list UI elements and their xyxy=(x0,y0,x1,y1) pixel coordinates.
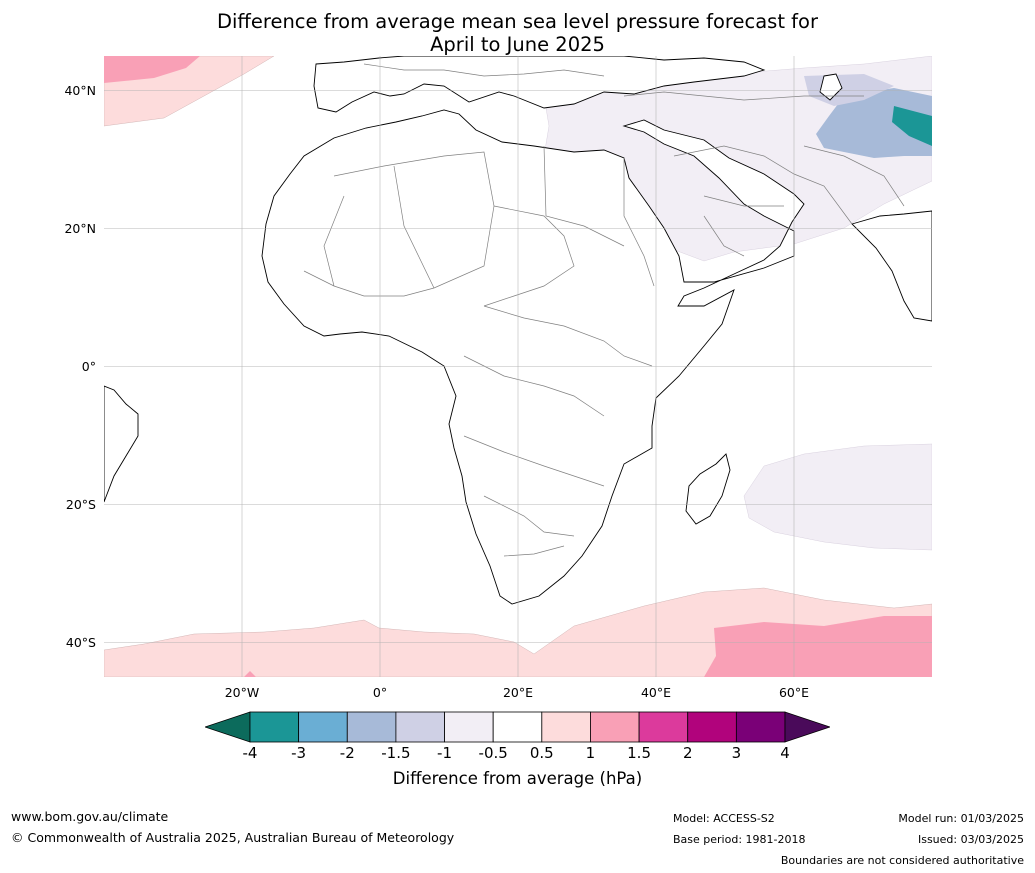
coastlines xyxy=(104,56,932,605)
anomaly-region-asia-teal xyxy=(892,106,932,146)
colorbar-cell xyxy=(298,711,348,743)
anomaly-region-south-strong xyxy=(704,616,932,677)
colorbar-cell xyxy=(249,711,300,743)
footer-website: www.bom.gov.au/climate xyxy=(11,809,169,824)
anomaly-region-south-dot xyxy=(244,671,256,677)
footer-issued: Issued: 03/03/2025 xyxy=(917,833,1024,846)
colorbar-tick-label: -1 xyxy=(437,744,453,762)
colorbar-tick-label: 0.5 xyxy=(529,744,554,762)
longitude-label: 60°E xyxy=(778,685,810,700)
footer-model: Model: ACCESS-S2 xyxy=(673,812,775,825)
colorbar-cell xyxy=(395,711,445,743)
pressure-anomaly-map xyxy=(104,56,932,677)
caspian-sea xyxy=(819,73,843,101)
colorbar-cell xyxy=(735,711,786,743)
colorbar-label: Difference from average (hPa) xyxy=(392,769,643,788)
longitude-label: 20°W xyxy=(224,685,260,700)
colorbar-cell xyxy=(638,711,689,743)
colorbar-cell xyxy=(687,711,737,743)
colorbar-tick-label: 1 xyxy=(585,744,596,762)
south-america-landmass xyxy=(104,385,139,503)
latitude-label: 20°N xyxy=(64,220,96,236)
colorbar-cell xyxy=(541,711,591,743)
colorbar-tick-label: -0.5 xyxy=(478,744,508,762)
anomaly-region-northwest-strong xyxy=(104,56,200,83)
footer-model-run: Model run: 01/03/2025 xyxy=(898,812,1024,825)
colorbar-tick-label: -4 xyxy=(242,744,258,762)
graticule xyxy=(104,56,932,677)
map-title-line2: April to June 2025 xyxy=(430,33,605,56)
latitude-label: 40°N xyxy=(64,82,96,98)
colorbar-cell xyxy=(346,711,397,743)
colorbar-over-arrow xyxy=(784,711,830,743)
anomaly-region-indian-ocean xyxy=(743,443,932,551)
africa-landmass xyxy=(261,109,805,605)
map-title-line1: Difference from average mean sea level p… xyxy=(217,10,818,33)
colorbar-tick-label: 3 xyxy=(731,744,742,762)
colorbar-tick-label: -3 xyxy=(291,744,307,762)
south-asia-landmass xyxy=(851,210,932,322)
footer-copyright: © Commonwealth of Australia 2025, Austra… xyxy=(11,830,455,845)
longitude-label: 20°E xyxy=(502,685,534,700)
latitude-label: 20°S xyxy=(65,496,96,512)
colorbar-tick-label: 1.5 xyxy=(627,744,651,762)
latitude-label: 0° xyxy=(81,358,96,374)
map-title: Difference from average mean sea level p… xyxy=(0,10,1035,56)
colorbar-cell xyxy=(590,711,640,743)
colorbar-cell xyxy=(444,711,494,743)
colorbar-tick-label: 4 xyxy=(780,744,790,762)
country-borders xyxy=(303,63,905,557)
colorbar-under-arrow xyxy=(205,711,251,743)
colorbar xyxy=(205,711,830,743)
longitude-label: 40°E xyxy=(640,685,672,700)
footer-disclaimer: Boundaries are not considered authoritat… xyxy=(780,854,1024,867)
madagascar-landmass xyxy=(685,453,731,525)
longitude-label: 0° xyxy=(372,685,388,700)
colorbar-tick-label: 2 xyxy=(682,744,693,762)
colorbar-cell xyxy=(492,711,543,743)
colorbar-tick-label: -1.5 xyxy=(381,744,411,762)
footer-base-period: Base period: 1981-2018 xyxy=(673,833,806,846)
anomaly-region-asia-mid xyxy=(816,88,932,158)
latitude-label: 40°S xyxy=(65,634,96,650)
colorbar-tick-label: -2 xyxy=(339,744,355,762)
